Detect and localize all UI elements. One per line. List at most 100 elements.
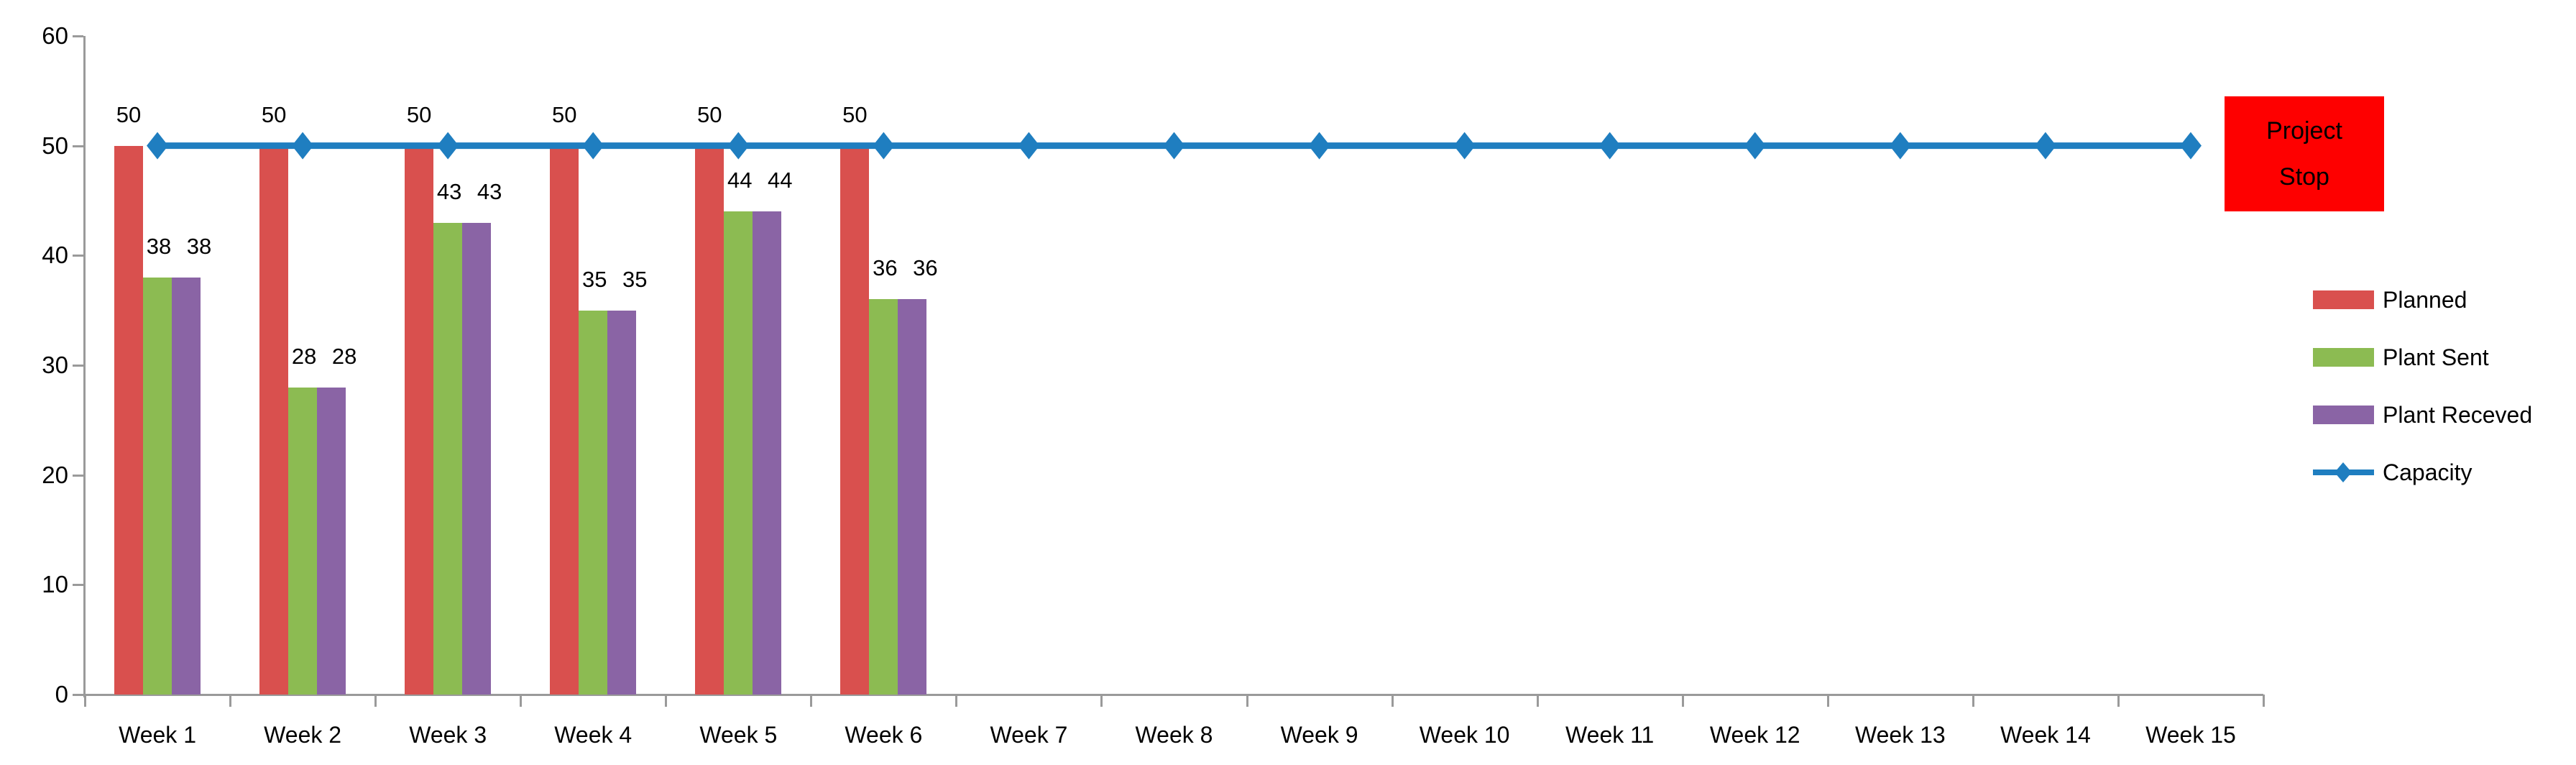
x-axis-label-week-14: Week 14 — [2000, 722, 2091, 748]
bar-plant-sent-week-2 — [288, 387, 318, 695]
bar-plant-sent-week-1 — [143, 277, 172, 695]
bar-plant-receved-week-4 — [607, 310, 637, 695]
y-axis-tick — [73, 35, 83, 37]
x-axis-tick — [955, 695, 958, 707]
data-label-planned-week-1: 50 — [116, 101, 142, 127]
legend-swatch-plant-receved — [2313, 406, 2374, 424]
y-axis-label-10: 10 — [42, 571, 68, 598]
data-label-plant-sent-week-2: 28 — [291, 343, 317, 369]
x-axis-label-week-13: Week 13 — [1854, 722, 1946, 748]
x-axis-tick — [1681, 695, 1684, 707]
x-axis-label-week-7: Week 7 — [990, 722, 1068, 748]
y-axis-label-20: 20 — [42, 461, 68, 488]
legend-swatch-plant-sent — [2313, 348, 2374, 367]
data-label-planned-week-3: 50 — [406, 101, 432, 127]
data-label-planned-week-6: 50 — [842, 101, 868, 127]
data-label-planned-week-5: 50 — [697, 101, 722, 127]
bar-planned-week-4 — [550, 145, 579, 695]
x-axis-tick — [2117, 695, 2120, 707]
capacity-marker-week-14 — [2034, 132, 2056, 160]
bar-plant-sent-week-4 — [579, 310, 608, 695]
capacity-marker-week-15 — [2179, 132, 2202, 160]
x-axis — [85, 694, 2263, 696]
y-axis-label-40: 40 — [42, 242, 68, 269]
capacity-marker-week-1 — [147, 132, 169, 160]
data-label-plant-sent-week-5: 44 — [727, 168, 753, 193]
y-axis — [83, 36, 86, 697]
x-axis-label-week-9: Week 9 — [1280, 722, 1358, 748]
data-label-plant-receved-week-5: 44 — [768, 168, 793, 193]
project-stop-label: Project Stop — [2266, 117, 2342, 191]
y-axis-label-0: 0 — [55, 681, 68, 707]
capacity-marker-week-2 — [292, 132, 314, 160]
bar-plant-receved-week-2 — [317, 387, 346, 695]
capacity-marker-week-12 — [1744, 132, 1766, 160]
capacity-marker-week-3 — [437, 132, 459, 160]
legend-label-plant-receved: Plant Receved — [2383, 401, 2533, 428]
data-label-plant-receved-week-3: 43 — [477, 178, 502, 204]
capacity-marker-week-5 — [727, 132, 750, 160]
x-axis-tick — [374, 695, 377, 707]
x-axis-label-week-10: Week 10 — [1419, 722, 1510, 748]
y-axis-tick — [73, 255, 83, 257]
legend-label-plant-sent: Plant Sent — [2383, 344, 2489, 370]
capacity-marker-week-4 — [582, 132, 604, 160]
x-axis-tick — [229, 695, 232, 707]
data-label-planned-week-2: 50 — [261, 101, 287, 127]
data-label-plant-sent-week-3: 43 — [436, 178, 462, 204]
x-axis-tick — [84, 695, 86, 707]
x-axis-tick — [1246, 695, 1248, 707]
y-axis-tick — [73, 365, 83, 367]
data-label-plant-receved-week-4: 35 — [622, 266, 648, 292]
x-axis-label-week-3: Week 3 — [409, 722, 487, 748]
data-label-plant-receved-week-6: 36 — [913, 255, 938, 281]
x-axis-tick — [520, 695, 523, 707]
capacity-marker-week-11 — [1598, 132, 1621, 160]
legend-label-capacity: Capacity — [2383, 459, 2472, 485]
y-axis-label-50: 50 — [42, 132, 68, 159]
x-axis-label-week-1: Week 1 — [119, 722, 196, 748]
x-axis-label-week-11: Week 11 — [1565, 722, 1655, 748]
bar-planned-week-3 — [405, 145, 434, 695]
x-axis-tick — [810, 695, 813, 707]
y-axis-tick — [73, 474, 83, 477]
bar-planned-week-2 — [259, 145, 289, 695]
x-axis-tick — [1536, 695, 1539, 707]
x-axis-label-week-15: Week 15 — [2145, 722, 2236, 748]
bar-planned-week-5 — [695, 145, 724, 695]
legend-item-plant-sent: Plant Sent — [2313, 344, 2489, 370]
capacity-marker-week-6 — [873, 132, 895, 160]
bar-plant-sent-week-3 — [433, 222, 463, 695]
capacity-marker-week-10 — [1453, 132, 1476, 160]
legend-line-sample-capacity — [2313, 462, 2374, 482]
x-axis-label-week-8: Week 8 — [1135, 722, 1213, 748]
bar-plant-receved-week-6 — [898, 299, 927, 695]
x-axis-label-week-2: Week 2 — [264, 722, 342, 748]
data-label-plant-sent-week-1: 38 — [146, 233, 172, 259]
x-axis-tick — [1391, 695, 1394, 707]
x-axis-tick — [1100, 695, 1103, 707]
bar-plant-sent-week-6 — [869, 299, 898, 695]
bar-plant-receved-week-5 — [753, 211, 782, 695]
project-stop-annotation: Project Stop — [2225, 96, 2384, 211]
legend-item-plant-receved: Plant Receved — [2313, 401, 2533, 428]
capacity-marker-week-13 — [1889, 132, 1911, 160]
x-axis-tick — [2263, 695, 2265, 707]
x-axis-label-week-4: Week 4 — [554, 722, 632, 748]
capacity-marker-week-7 — [1018, 132, 1040, 160]
bar-plant-receved-week-3 — [462, 222, 492, 695]
legend-item-planned: Planned — [2313, 287, 2467, 313]
data-label-plant-receved-week-1: 38 — [186, 233, 212, 259]
legend-swatch-planned — [2313, 290, 2374, 309]
x-axis-label-week-5: Week 5 — [699, 722, 778, 748]
x-axis-label-week-12: Week 12 — [1709, 722, 1800, 748]
data-label-plant-receved-week-2: 28 — [331, 343, 357, 369]
x-axis-tick — [1826, 695, 1829, 707]
bar-planned-week-6 — [840, 145, 870, 695]
capacity-marker-week-8 — [1163, 132, 1185, 160]
legend-diamond-icon — [2334, 462, 2352, 482]
legend-item-capacity: Capacity — [2313, 459, 2472, 485]
y-axis-tick — [73, 145, 83, 147]
